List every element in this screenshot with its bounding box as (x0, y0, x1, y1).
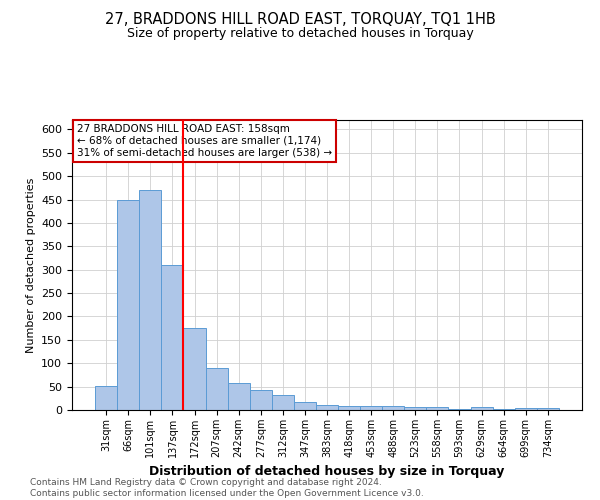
Bar (184, 328, 206, 410)
Bar (470, 407, 493, 410)
Bar (272, 395, 294, 410)
Bar (493, 408, 515, 410)
Bar (427, 406, 448, 410)
Text: 27 BRADDONS HILL ROAD EAST: 158sqm
← 68% of detached houses are smaller (1,174)
: 27 BRADDONS HILL ROAD EAST: 158sqm ← 68%… (77, 124, 332, 158)
Bar (537, 408, 559, 410)
Bar (338, 406, 360, 410)
X-axis label: Distribution of detached houses by size in Torquay: Distribution of detached houses by size … (149, 466, 505, 478)
Bar (117, 200, 139, 410)
Text: Contains HM Land Registry data © Crown copyright and database right 2024.
Contai: Contains HM Land Registry data © Crown c… (30, 478, 424, 498)
Bar (161, 265, 184, 410)
Bar (95, 386, 117, 410)
Bar (316, 406, 338, 410)
Bar (515, 408, 537, 410)
Bar (448, 408, 470, 410)
Bar (250, 390, 272, 410)
Bar (206, 368, 227, 410)
Bar (360, 406, 382, 410)
Bar (139, 190, 161, 410)
Bar (294, 402, 316, 410)
Y-axis label: Number of detached properties: Number of detached properties (26, 178, 35, 352)
Bar (227, 384, 250, 410)
Bar (382, 406, 404, 410)
Text: Size of property relative to detached houses in Torquay: Size of property relative to detached ho… (127, 28, 473, 40)
Text: 27, BRADDONS HILL ROAD EAST, TORQUAY, TQ1 1HB: 27, BRADDONS HILL ROAD EAST, TORQUAY, TQ… (104, 12, 496, 28)
Bar (404, 407, 427, 410)
